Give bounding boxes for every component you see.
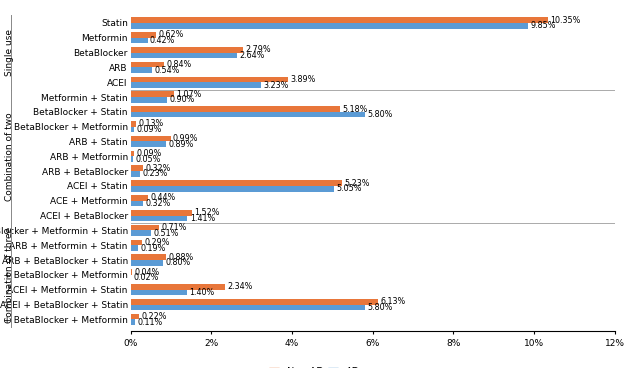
Bar: [131, 216, 187, 221]
Text: Single use: Single use: [5, 29, 14, 76]
Text: 0.11%: 0.11%: [138, 318, 162, 327]
Text: 5.05%: 5.05%: [337, 184, 362, 193]
Text: 0.62%: 0.62%: [158, 31, 183, 39]
Bar: [131, 106, 340, 112]
Bar: [131, 260, 163, 266]
Text: 5.18%: 5.18%: [342, 105, 368, 113]
Text: 5.80%: 5.80%: [367, 303, 392, 312]
Bar: [131, 62, 164, 67]
Bar: [131, 319, 135, 325]
Text: 10.35%: 10.35%: [550, 15, 581, 25]
Bar: [131, 290, 187, 296]
Text: 2.79%: 2.79%: [246, 45, 271, 54]
Bar: [131, 225, 159, 230]
Text: 0.13%: 0.13%: [138, 119, 164, 128]
Text: 0.09%: 0.09%: [136, 125, 162, 134]
Text: 1.40%: 1.40%: [189, 288, 215, 297]
Text: 0.99%: 0.99%: [173, 134, 199, 143]
Text: Combination of two: Combination of two: [5, 112, 14, 201]
Bar: [131, 32, 155, 38]
Bar: [131, 201, 143, 206]
Text: 0.90%: 0.90%: [169, 95, 195, 104]
Text: 3.23%: 3.23%: [263, 81, 289, 89]
Text: 0.05%: 0.05%: [135, 155, 161, 164]
Text: 0.71%: 0.71%: [162, 223, 187, 232]
Bar: [131, 136, 171, 141]
Text: 2.64%: 2.64%: [240, 51, 265, 60]
Text: 0.32%: 0.32%: [146, 164, 171, 173]
Bar: [131, 112, 364, 117]
Bar: [131, 245, 138, 251]
Bar: [131, 171, 140, 177]
Text: 5.23%: 5.23%: [344, 178, 369, 188]
Bar: [131, 305, 364, 310]
Text: 0.88%: 0.88%: [169, 253, 194, 262]
Text: 0.42%: 0.42%: [150, 36, 175, 45]
Bar: [131, 269, 132, 275]
Bar: [131, 314, 140, 319]
Text: 0.51%: 0.51%: [154, 229, 179, 238]
Bar: [131, 151, 134, 156]
Text: 3.89%: 3.89%: [290, 75, 315, 84]
Legend: Non AD, AD: Non AD, AD: [265, 363, 364, 368]
Bar: [131, 38, 148, 43]
Text: 6.13%: 6.13%: [380, 297, 406, 306]
Text: 5.80%: 5.80%: [367, 110, 392, 119]
Text: 0.19%: 0.19%: [141, 244, 166, 252]
Bar: [131, 127, 134, 132]
Bar: [131, 67, 152, 73]
Text: 0.23%: 0.23%: [142, 169, 168, 178]
Text: 0.44%: 0.44%: [151, 194, 176, 202]
Text: 0.89%: 0.89%: [169, 140, 194, 149]
Text: 0.22%: 0.22%: [142, 312, 168, 321]
Text: 0.32%: 0.32%: [146, 199, 171, 208]
Text: Combination of three: Combination of three: [5, 227, 14, 323]
Bar: [131, 166, 143, 171]
Bar: [131, 23, 528, 29]
Text: 0.80%: 0.80%: [165, 258, 190, 268]
Bar: [131, 121, 136, 127]
Text: 1.07%: 1.07%: [176, 90, 201, 99]
Bar: [131, 240, 142, 245]
Bar: [131, 284, 225, 290]
Bar: [131, 82, 261, 88]
Text: 1.52%: 1.52%: [194, 208, 220, 217]
Bar: [131, 180, 341, 186]
Bar: [131, 141, 166, 147]
Text: 0.04%: 0.04%: [134, 268, 160, 277]
Bar: [131, 47, 243, 53]
Bar: [131, 195, 148, 201]
Bar: [131, 299, 378, 305]
Text: 2.34%: 2.34%: [227, 282, 253, 291]
Bar: [131, 77, 287, 82]
Bar: [131, 97, 167, 103]
Bar: [131, 186, 334, 192]
Text: 9.85%: 9.85%: [531, 21, 556, 30]
Text: 0.02%: 0.02%: [134, 273, 159, 282]
Bar: [131, 230, 151, 236]
Text: 1.41%: 1.41%: [190, 214, 215, 223]
Text: 0.29%: 0.29%: [145, 238, 170, 247]
Text: 0.84%: 0.84%: [167, 60, 192, 69]
Bar: [131, 210, 192, 216]
Bar: [131, 91, 174, 97]
Text: 0.09%: 0.09%: [136, 149, 162, 158]
Bar: [131, 53, 237, 58]
Bar: [131, 254, 166, 260]
Text: 0.54%: 0.54%: [155, 66, 180, 75]
Bar: [131, 17, 548, 23]
Bar: [131, 156, 132, 162]
